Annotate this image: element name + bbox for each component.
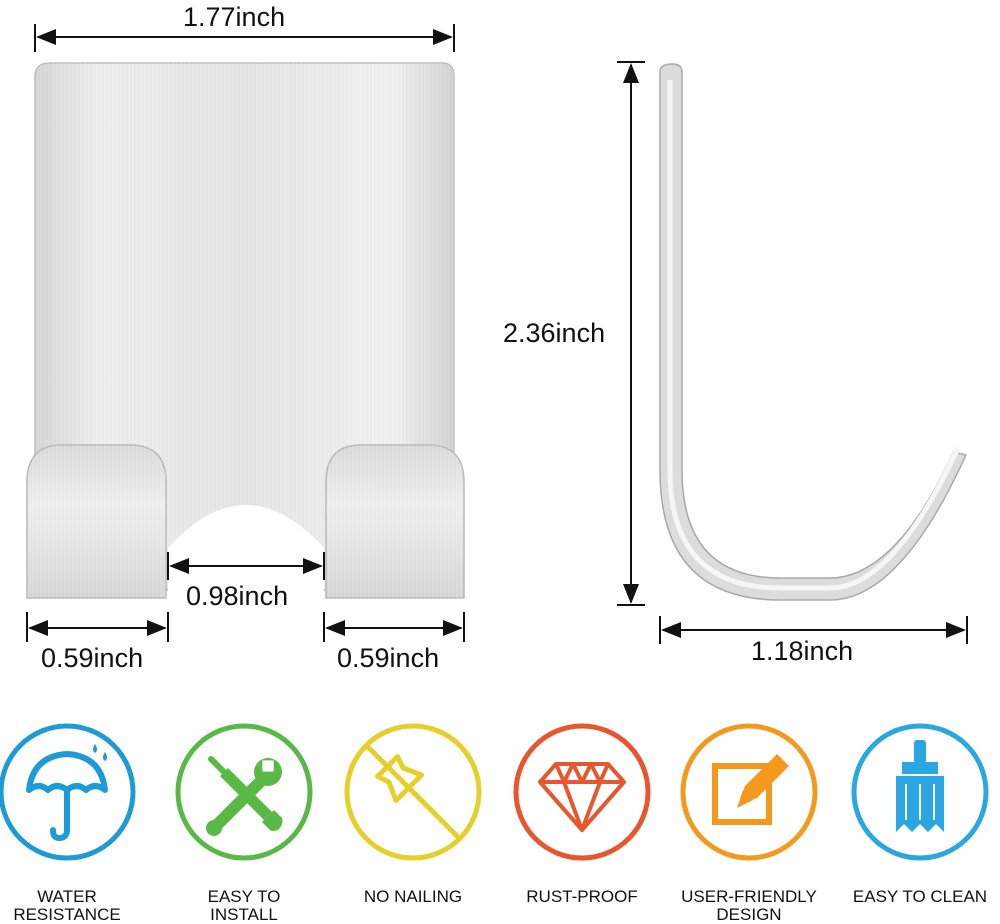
feature-no-nailing: NO NAILING: [333, 712, 493, 906]
feature-label-line1: EASY TO: [207, 887, 281, 906]
feature-user-friendly-design: USER-FRIENDLY DESIGN: [669, 712, 829, 924]
left-hook-width-label: 0.59inch: [41, 643, 144, 673]
feature-water-resistance: WATER RESISTANCE: [0, 712, 147, 924]
tools-icon: [175, 723, 313, 861]
feature-label-line2: RESISTANCE: [13, 905, 121, 924]
left-hook-front: [26, 444, 167, 599]
feature-label-line1: RUST-PROOF: [526, 887, 638, 906]
dimension-line-left-hook: [26, 612, 169, 642]
feature-easy-to-install: EASY TO INSTALL: [164, 712, 324, 924]
right-hook-width-label: 0.59inch: [337, 643, 440, 673]
dimension-line-side-height: [617, 61, 645, 606]
right-hook-front: [325, 444, 465, 599]
dimension-line-plate-width: [34, 24, 455, 52]
no-pushpin-icon: [344, 723, 482, 861]
feature-label-line1: USER-FRIENDLY: [681, 887, 817, 906]
dimension-line-right-hook: [323, 612, 465, 642]
center-cutout: [168, 505, 324, 600]
product-dimension-diagram: [26, 24, 968, 644]
hook-side-profile: [659, 63, 968, 601]
umbrella-icon: [0, 723, 136, 861]
feature-label-line1: EASY TO CLEAN: [852, 887, 988, 906]
feature-label-line2: INSTALL: [210, 905, 278, 924]
feature-label-line1: WATER: [37, 887, 97, 906]
feature-rust-proof: RUST-PROOF: [502, 712, 662, 906]
dimension-line-side-depth: [659, 616, 968, 644]
feature-easy-to-clean: EASY TO CLEAN: [840, 712, 1000, 906]
diamond-icon: [513, 723, 651, 861]
plate-width-label: 1.77inch: [183, 2, 286, 32]
side-height-label: 2.36inch: [503, 318, 606, 348]
paintbrush-icon: [851, 723, 989, 861]
side-depth-label: 1.18inch: [751, 636, 854, 666]
edit-note-icon: [680, 723, 818, 861]
gap-width-label: 0.98inch: [186, 581, 289, 611]
feature-label-line2: DESIGN: [716, 905, 782, 924]
feature-label-line1: NO NAILING: [363, 887, 463, 906]
dimension-line-gap: [167, 552, 325, 580]
